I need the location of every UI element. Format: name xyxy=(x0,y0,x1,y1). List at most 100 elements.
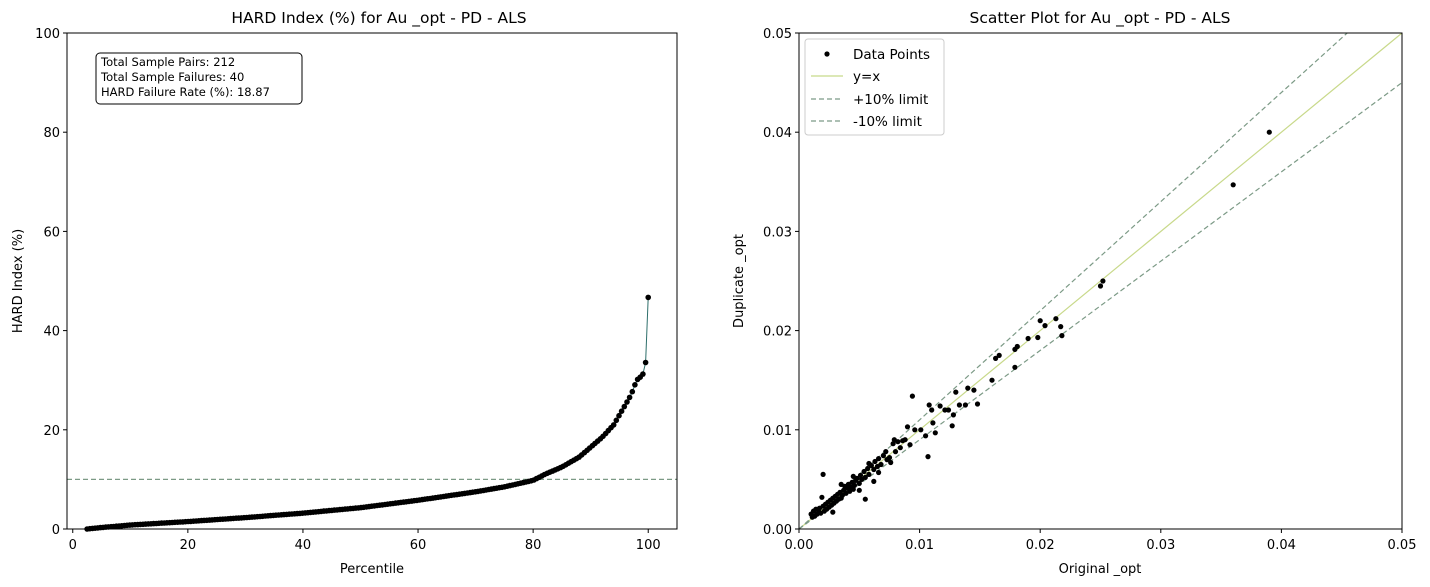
x-tick-label: 0 xyxy=(69,538,77,553)
scatter-point xyxy=(850,473,856,479)
y-tick-label: 20 xyxy=(43,424,60,439)
scatter-point xyxy=(1059,333,1065,339)
hard-index-point xyxy=(629,388,636,395)
scatter-point xyxy=(857,472,864,478)
scatter-point xyxy=(1012,346,1018,352)
scatter-point xyxy=(866,471,872,477)
scatter-point xyxy=(819,494,825,500)
scatter-x-axis-label: Original _opt xyxy=(1059,562,1142,577)
hard-index-point xyxy=(610,422,617,428)
hard-index-x-ticks: 0 20 40 60 80 100 xyxy=(69,529,661,553)
hard-info-failure-rate: HARD Failure Rate (%): 18.87 xyxy=(101,85,270,99)
x-tick-label: 80 xyxy=(525,538,542,553)
hard-index-point xyxy=(618,408,625,415)
scatter-point xyxy=(859,476,865,482)
scatter-legend-frame xyxy=(804,38,945,136)
y-tick-label: 0.00 xyxy=(763,523,792,538)
y-tick-label: 100 xyxy=(35,27,60,42)
legend-plus-limit-label: +10% limit xyxy=(853,92,928,108)
scatter-point xyxy=(888,459,894,466)
y-tick-label: 80 xyxy=(43,126,60,141)
scatter-point xyxy=(872,458,878,465)
scatter-point xyxy=(937,403,943,409)
y-tick-label: 0 xyxy=(52,523,60,538)
scatter-point xyxy=(871,466,877,473)
scatter-point xyxy=(891,437,897,443)
y-tick-label: 0.01 xyxy=(763,424,792,439)
scatter-point xyxy=(876,456,882,462)
x-tick-label: 0.02 xyxy=(1026,538,1055,553)
scatter-point xyxy=(892,449,899,455)
scatter-x-ticks: 0.00 0.01 0.02 0.03 0.04 0.05 xyxy=(785,529,1417,553)
scatter-point xyxy=(912,427,918,433)
scatter-point xyxy=(904,424,911,430)
scatter-point xyxy=(923,433,929,439)
legend-identity-label: y=x xyxy=(853,69,880,85)
scatter-point xyxy=(996,352,1002,358)
scatter-point xyxy=(949,423,955,429)
scatter-point xyxy=(820,471,826,477)
scatter-point xyxy=(871,478,877,484)
scatter-point xyxy=(1100,278,1106,284)
scatter-point xyxy=(884,457,890,463)
scatter-point xyxy=(876,469,882,476)
hard-index-y-axis-label: HARD Index (%) xyxy=(11,229,26,333)
scatter-point xyxy=(1058,324,1064,330)
hard-info-total-failures: Total Sample Failures: 40 xyxy=(100,70,244,84)
x-tick-label: 60 xyxy=(410,538,427,553)
x-tick-label: 0.04 xyxy=(1267,538,1296,553)
hard-index-y-ticks: 0 20 40 60 80 100 xyxy=(35,27,67,538)
legend-minus-limit-label: -10% limit xyxy=(853,114,922,130)
scatter-point xyxy=(883,449,889,455)
hard-index-point xyxy=(613,417,620,424)
scatter-point xyxy=(932,430,938,436)
y-tick-label: 0.02 xyxy=(763,325,792,340)
scatter-point xyxy=(897,445,903,451)
hard-index-x-axis-label: Percentile xyxy=(340,562,404,577)
scatter-point xyxy=(861,468,867,475)
scatter-point xyxy=(1266,129,1272,135)
scatter-point xyxy=(866,460,872,467)
scatter-point xyxy=(1053,316,1059,322)
hard-index-point xyxy=(616,412,622,419)
hard-index-title: HARD Index (%) for Au _opt - PD - ALS xyxy=(231,9,526,28)
x-tick-label: 0.03 xyxy=(1146,538,1175,553)
scatter-point xyxy=(950,412,957,418)
x-tick-label: 40 xyxy=(295,538,312,553)
scatter-point xyxy=(953,389,959,395)
x-tick-label: 0.05 xyxy=(1388,538,1417,553)
scatter-point xyxy=(909,393,916,399)
scatter-point xyxy=(965,385,971,391)
scatter-point xyxy=(874,463,881,470)
scatter-point xyxy=(974,401,981,407)
scatter-point xyxy=(930,420,936,426)
scatter-panel: Scatter Plot for Au _opt - PD - ALS 0.00… xyxy=(732,9,1417,577)
scatter-point xyxy=(945,407,952,413)
scatter-point xyxy=(925,454,931,460)
scatter-point xyxy=(1097,283,1104,289)
hard-index-panel: HARD Index (%) for Au _opt - PD - ALS 0 2… xyxy=(11,9,678,577)
scatter-point xyxy=(1035,334,1041,341)
scatter-point xyxy=(856,480,862,486)
scatter-point xyxy=(942,407,948,413)
scatter-point xyxy=(1037,318,1043,324)
scatter-point xyxy=(808,511,814,517)
x-tick-label: 0.01 xyxy=(905,538,934,553)
x-tick-label: 20 xyxy=(180,538,197,553)
scatter-point xyxy=(880,453,887,459)
scatter-point xyxy=(1042,323,1048,329)
y-tick-label: 0.03 xyxy=(763,225,792,240)
x-tick-label: 100 xyxy=(636,538,661,553)
minus-limit-line xyxy=(799,82,1402,529)
hard-index-point xyxy=(624,399,630,405)
y-tick-label: 0.04 xyxy=(763,126,792,141)
hard-index-point xyxy=(642,359,649,366)
hard-index-point xyxy=(632,382,638,388)
scatter-title: Scatter Plot for Au _opt - PD - ALS xyxy=(970,9,1231,28)
scatter-point xyxy=(1025,335,1031,342)
hard-info-total-pairs: Total Sample Pairs: 212 xyxy=(100,55,235,69)
hard-index-point xyxy=(645,294,651,301)
scatter-point xyxy=(1230,182,1236,188)
hard-index-plot-area xyxy=(67,33,677,529)
